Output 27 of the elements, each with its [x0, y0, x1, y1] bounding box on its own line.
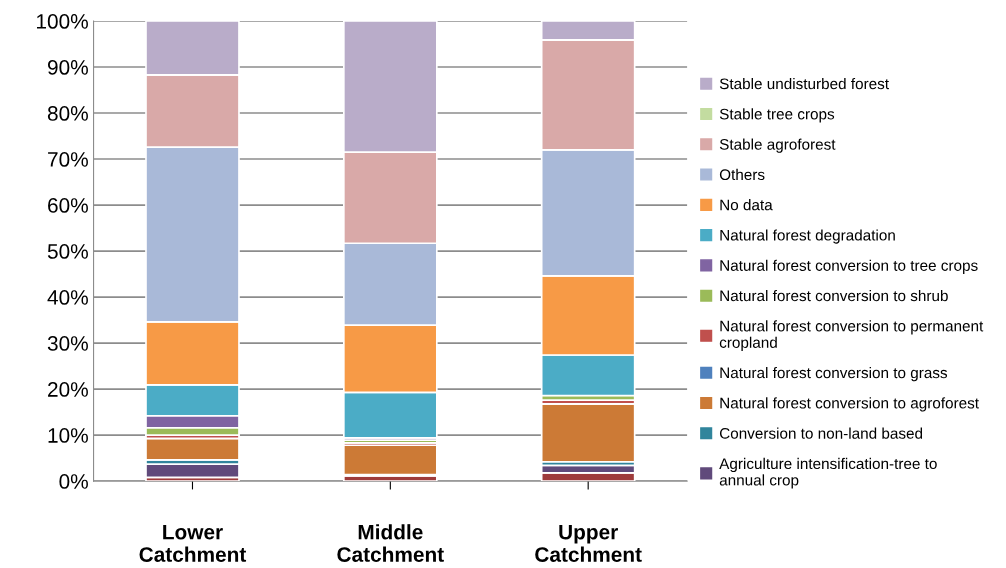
- y-tick-label: 60%: [48, 198, 88, 213]
- legend-label: No data: [720, 199, 773, 211]
- legend-label: Agriculture intensification-tree to annual crop: [719, 457, 937, 489]
- y-tick-label: 80%: [47, 106, 88, 121]
- x-tick-label: Lower Catchment: [139, 524, 247, 562]
- y-tick-label: 50%: [47, 244, 88, 259]
- y-tick-label: 40%: [47, 290, 88, 305]
- legend-label: Natural forest conversion to agroforest: [720, 397, 979, 412]
- x-tick-label: Middle Catchment: [337, 524, 444, 562]
- legend-label: Natural forest degradation: [720, 229, 895, 244]
- x-tick-label: Upper Catchment: [535, 524, 642, 562]
- y-tick-label: 70%: [48, 152, 88, 167]
- legend-label: Conversion to non-land based: [719, 427, 923, 439]
- y-tick-label: 90%: [47, 60, 88, 75]
- legend-label: Natural forest conversion to shrub: [720, 289, 948, 302]
- legend-label: Natural forest conversion to permanent cropland: [719, 320, 984, 351]
- legend-label: Stable tree crops: [719, 108, 835, 123]
- legend-label: Stable undisturbed forest: [719, 77, 889, 90]
- y-tick-label: 0%: [59, 474, 88, 489]
- y-tick-label: 30%: [47, 336, 88, 351]
- legend-label: Others: [719, 168, 765, 181]
- y-tick-label: 20%: [48, 382, 88, 397]
- legend-label: Natural forest conversion to tree crops: [720, 259, 978, 274]
- y-tick-label: 100%: [37, 14, 88, 29]
- y-tick-label: 10%: [48, 428, 88, 443]
- legend-label: Stable agroforest: [719, 138, 836, 153]
- legend-label: Natural forest conversion to grass: [720, 366, 948, 382]
